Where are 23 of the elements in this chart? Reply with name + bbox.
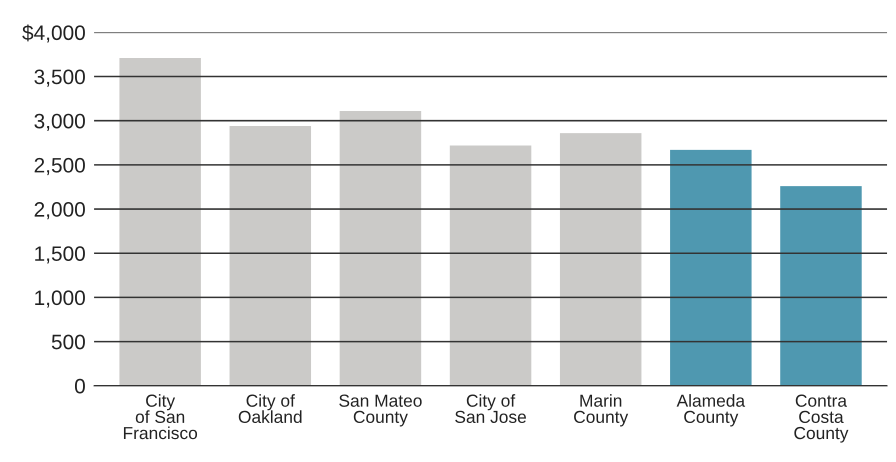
x-tick-label: San Mateo County <box>339 394 422 426</box>
y-tick-label: 2,000 <box>34 202 85 220</box>
x-tick-label: City of Oakland <box>238 394 302 424</box>
bar <box>230 126 312 386</box>
bar <box>670 150 752 386</box>
y-tick-label: 0 <box>74 378 85 394</box>
y-tick-label: 1,500 <box>35 246 85 264</box>
y-tick-label: 3,000 <box>34 114 85 131</box>
bar <box>560 133 642 386</box>
y-tick-label: 1,000 <box>35 290 85 308</box>
y-tick-label: 3,500 <box>34 70 85 87</box>
x-tick-label: City of San Jose <box>455 394 526 424</box>
x-tick-label: City of San Francisco <box>124 394 198 440</box>
y-tick-label: $4,000 <box>22 24 85 43</box>
y-tick-label: 2,500 <box>34 158 85 176</box>
y-tick-label: 500 <box>52 334 85 350</box>
bar <box>780 186 862 386</box>
x-tick-label: Alameda County <box>676 394 746 426</box>
x-tick-label: Contra Costa County <box>794 394 848 443</box>
x-tick-label: Marin County <box>574 394 628 426</box>
bar <box>340 110 422 386</box>
bar <box>119 58 201 386</box>
bar <box>450 145 532 386</box>
